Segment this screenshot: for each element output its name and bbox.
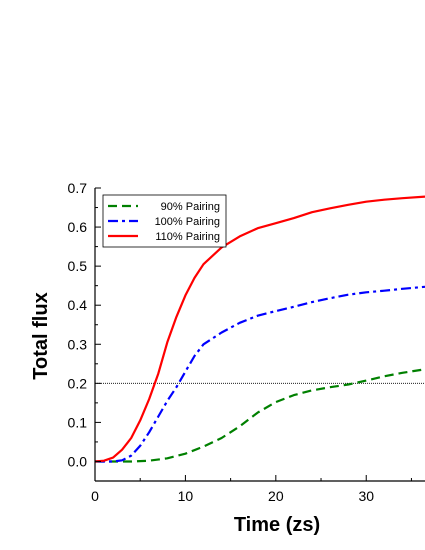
- y-tick-label: 0.4: [68, 297, 88, 313]
- legend-label: 110% Pairing: [155, 231, 220, 243]
- series-line-3: [95, 195, 425, 463]
- axes-group: [94, 188, 425, 482]
- series-line-1: [95, 368, 425, 463]
- y-tick-label: 0.5: [68, 258, 88, 274]
- x-axis-title: Time (zs): [234, 514, 320, 536]
- x-tick-label: 30: [358, 488, 374, 504]
- x-tick-label: 10: [178, 488, 194, 504]
- legend-label: 90% Pairing: [161, 201, 220, 213]
- x-tick-label: 20: [268, 488, 284, 504]
- series-group: [95, 195, 425, 463]
- y-tick-label: 0.2: [68, 375, 88, 391]
- series-line-2: [95, 285, 425, 463]
- x-tick-label: 0: [91, 488, 99, 504]
- legend-label: 100% Pairing: [155, 216, 220, 228]
- y-tick-label: 0.3: [68, 336, 88, 352]
- y-tick-label: 0.6: [68, 219, 88, 235]
- y-tick-label: 0.0: [68, 453, 88, 469]
- y-tick-label: 0.7: [68, 180, 88, 196]
- ticks-group: 0.0 0.1 0.2 0.3 0.4 0.5 0.6 0.7 0 10 20 30: [68, 180, 412, 504]
- y-axis-title: Total flux: [30, 292, 52, 379]
- y-tick-label: 0.1: [68, 414, 88, 430]
- legend: 90% Pairing 100% Pairing 110% Pairing: [102, 194, 227, 248]
